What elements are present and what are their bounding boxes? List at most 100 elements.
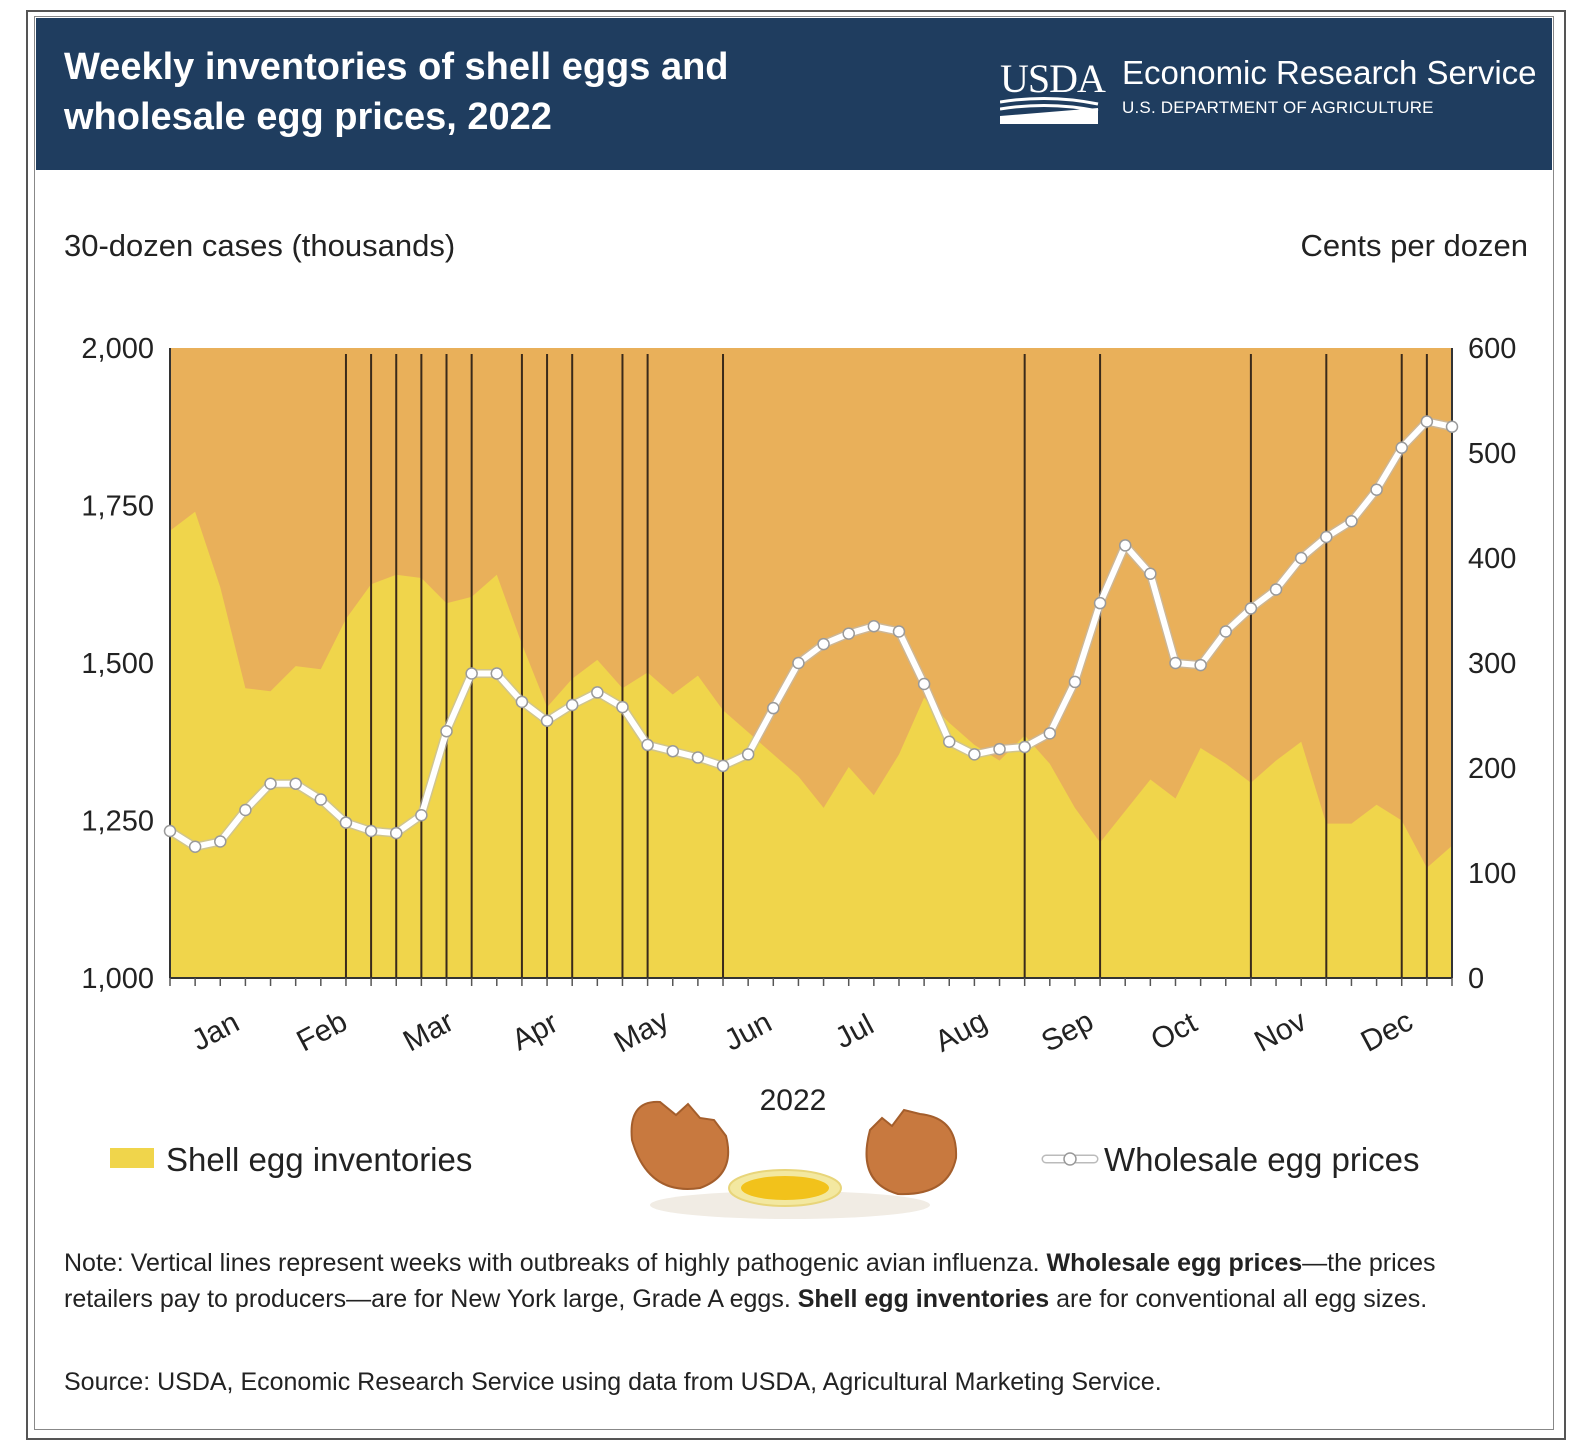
- legend-inventory-swatch: [110, 1148, 154, 1168]
- right-tick-label: 600: [1468, 333, 1516, 365]
- chart-source: Source: USDA, Economic Research Service …: [64, 1368, 1162, 1396]
- price-point: [1294, 551, 1308, 565]
- month-label: Jul: [830, 1008, 879, 1055]
- right-eggshell: [865, 1108, 958, 1196]
- month-label: Jun: [719, 1006, 777, 1058]
- price-point: [515, 695, 529, 709]
- price-point: [1370, 483, 1383, 496]
- chart-note: Note: Vertical lines represent weeks wit…: [64, 1245, 1524, 1317]
- left-axis-title: 30-dozen cases (thousands): [64, 228, 456, 263]
- title-line-1: Weekly inventories of shell eggs and: [64, 46, 729, 88]
- right-axis-title: Cents per dozen: [1300, 228, 1528, 263]
- right-tick-label: 0: [1468, 963, 1484, 995]
- price-point: [440, 725, 453, 738]
- price-point: [666, 744, 679, 758]
- right-tick-label: 100: [1468, 858, 1516, 890]
- price-point: [1169, 656, 1182, 670]
- price-point: [389, 826, 403, 840]
- left-tick-label: 1,750: [81, 491, 154, 523]
- price-point: [867, 620, 881, 633]
- price-point: [943, 735, 956, 748]
- left-eggshell: [630, 1100, 730, 1190]
- chart-title: Weekly inventories of shell eggs and who…: [64, 42, 864, 142]
- note-text-2: —the prices retailers pay to producers—a…: [64, 1249, 1436, 1313]
- price-point: [691, 751, 705, 764]
- price-point: [1420, 415, 1434, 428]
- note-bold-1: Wholesale egg prices: [1046, 1249, 1303, 1277]
- price-point: [968, 748, 981, 761]
- month-label: Sep: [1036, 1005, 1099, 1059]
- price-point: [415, 809, 428, 822]
- month-label: Dec: [1356, 1005, 1419, 1059]
- usda-logo: USDA: [1000, 56, 1106, 101]
- price-point: [465, 667, 478, 680]
- price-point: [1445, 420, 1459, 433]
- price-point: [339, 816, 353, 829]
- month-label: Aug: [930, 1005, 993, 1059]
- price-point: [993, 742, 1006, 756]
- month-label: Feb: [291, 1005, 352, 1058]
- month-label: May: [609, 1004, 675, 1060]
- price-point: [540, 714, 554, 727]
- price-point: [1018, 740, 1031, 754]
- price-point: [817, 637, 830, 651]
- usda-logo-waves: [1000, 96, 1099, 124]
- legend-price-label: Wholesale egg prices: [1104, 1141, 1420, 1178]
- price-point: [264, 777, 277, 790]
- note-text-1: Note: Vertical lines represent weeks wit…: [64, 1249, 1047, 1277]
- right-tick-label: 200: [1468, 753, 1516, 785]
- note-bold-2: Shell egg inventories: [797, 1285, 1050, 1313]
- title-line-2: wholesale egg prices, 2022: [64, 96, 552, 138]
- month-label: Oct: [1146, 1006, 1203, 1057]
- cracked-egg-illustration: [630, 1100, 958, 1219]
- price-point: [163, 824, 177, 838]
- price-point: [1144, 567, 1157, 580]
- price-point: [1194, 658, 1207, 672]
- price-point: [239, 803, 252, 817]
- price-point: [1219, 625, 1233, 638]
- month-label: Nov: [1249, 1005, 1312, 1059]
- left-tick-label: 1,250: [81, 806, 154, 838]
- price-point: [767, 701, 780, 715]
- price-point: [792, 656, 805, 670]
- header-banner: [36, 18, 1552, 170]
- price-point: [917, 677, 931, 691]
- price-point: [1118, 539, 1132, 552]
- note-text-3: are for conventional all egg sizes.: [1049, 1285, 1428, 1313]
- price-point: [892, 625, 906, 638]
- legend-inventory-label: Shell egg inventories: [166, 1141, 472, 1178]
- price-point: [565, 698, 579, 712]
- inventory-area: [170, 511, 1452, 978]
- legend-price-marker: [1063, 1152, 1077, 1166]
- month-label: Apr: [507, 1006, 564, 1057]
- price-point: [188, 840, 202, 853]
- price-point: [1068, 675, 1082, 689]
- price-point: [289, 777, 302, 790]
- agency-name: Economic Research Service: [1122, 54, 1537, 91]
- left-tick-label: 2,000: [81, 333, 154, 365]
- price-point: [741, 748, 755, 761]
- price-point: [1093, 596, 1107, 610]
- price-point: [1320, 530, 1333, 544]
- price-point: [490, 667, 504, 680]
- price-point: [842, 627, 855, 640]
- price-point: [1395, 441, 1408, 454]
- egg-yolk: [741, 1176, 829, 1200]
- price-point: [314, 793, 328, 806]
- right-tick-label: 500: [1468, 438, 1516, 470]
- price-point: [591, 686, 604, 699]
- price-point: [641, 738, 654, 752]
- month-label: Mar: [398, 1005, 459, 1058]
- left-tick-label: 1,000: [81, 963, 154, 995]
- price-point: [716, 759, 730, 773]
- price-point: [364, 824, 378, 838]
- price-point: [1244, 602, 1258, 615]
- department-name: U.S. DEPARTMENT OF AGRICULTURE: [1122, 98, 1434, 117]
- month-label: Jan: [186, 1006, 244, 1058]
- right-tick-label: 400: [1468, 543, 1516, 575]
- price-point: [214, 835, 227, 848]
- x-axis-title: 2022: [760, 1084, 827, 1117]
- price-point: [1345, 515, 1358, 528]
- price-point: [1269, 583, 1283, 596]
